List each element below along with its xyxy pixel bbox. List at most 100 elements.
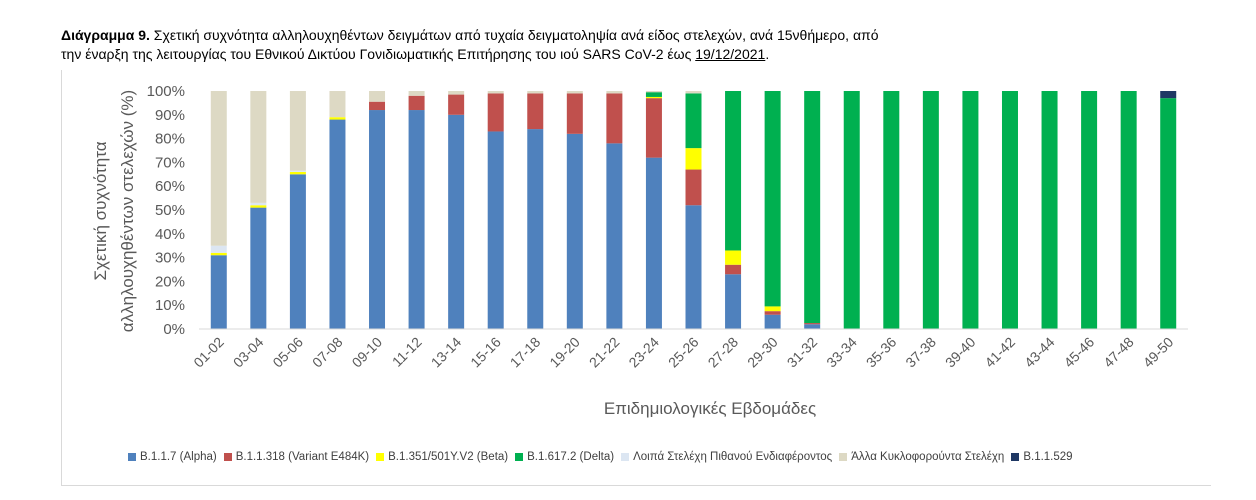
y-tick-label: 90% bbox=[155, 107, 185, 124]
bar-segment bbox=[962, 91, 979, 329]
bar-segment bbox=[408, 95, 425, 111]
bar-segment bbox=[764, 91, 781, 307]
legend-swatch bbox=[839, 453, 848, 461]
bar-segment bbox=[250, 202, 267, 206]
bar-segment bbox=[487, 91, 504, 94]
legend-swatch bbox=[515, 453, 524, 461]
bar-segment bbox=[725, 264, 742, 275]
bar-segment bbox=[250, 205, 267, 208]
bars bbox=[210, 91, 1177, 329]
bar-segment bbox=[527, 129, 544, 329]
bar-segment bbox=[487, 131, 504, 329]
bar-segment bbox=[685, 91, 702, 94]
bar-segment bbox=[764, 311, 781, 315]
legend-label: B.1.351/501Y.V2 (Beta) bbox=[388, 451, 509, 463]
bar-segment bbox=[329, 91, 346, 118]
caption-text-line2: την έναρξη της λειτουργίας του Εθνικού Δ… bbox=[61, 46, 696, 62]
chart-legend: B.1.1.7 (Alpha) B.1.1.318 (Variant E484K)… bbox=[128, 451, 1080, 463]
bar-segment bbox=[566, 91, 583, 94]
x-axis-label: Επιδημιολογικές Εβδομάδες bbox=[604, 399, 816, 418]
legend-swatch bbox=[376, 453, 385, 461]
bar-segment bbox=[566, 133, 583, 329]
bar-segment bbox=[289, 91, 306, 171]
bar-segment bbox=[369, 91, 386, 102]
legend-swatch bbox=[223, 453, 232, 461]
y-tick-label: 0% bbox=[163, 321, 185, 338]
x-tick-label: 45-46 bbox=[1061, 334, 1098, 371]
legend-label: B.1.1.529 bbox=[1023, 451, 1073, 463]
bar-segment bbox=[448, 114, 465, 329]
x-tick-label: 37-38 bbox=[902, 334, 939, 371]
legend-swatch bbox=[1011, 453, 1020, 461]
x-tick-label: 41-42 bbox=[981, 334, 1018, 371]
bar-segment bbox=[685, 169, 702, 206]
bar-segment bbox=[725, 91, 742, 251]
bar-segment bbox=[210, 255, 227, 329]
bar-segment bbox=[1160, 91, 1177, 99]
legend-item: B.1.1.529 bbox=[1011, 451, 1073, 463]
x-tick-label: 03-04 bbox=[230, 334, 267, 371]
x-tick-label: 43-44 bbox=[1021, 334, 1058, 371]
x-tick-label: 07-08 bbox=[309, 334, 346, 371]
y-tick-label: 10% bbox=[155, 297, 185, 314]
x-tick-label: 47-48 bbox=[1100, 334, 1137, 371]
bar-segment bbox=[369, 101, 386, 111]
bar-segment bbox=[764, 306, 781, 312]
x-axis-ticks: 01-02 03-04 05-06 07-08 09-10 11-12 13-14 15-16… bbox=[190, 334, 1176, 371]
legend-swatch bbox=[128, 453, 136, 461]
bar-segment bbox=[329, 119, 346, 329]
bar-segment bbox=[843, 91, 860, 329]
legend-label: B.1.617.2 (Delta) bbox=[527, 451, 615, 463]
y-tick-label: 50% bbox=[155, 202, 185, 219]
bar-segment bbox=[645, 98, 662, 158]
bar-segment bbox=[408, 110, 425, 329]
x-tick-label: 21-22 bbox=[586, 334, 623, 371]
x-tick-label: 31-32 bbox=[784, 334, 821, 371]
bar-segment bbox=[329, 117, 346, 120]
y-axis-label: Σχετική συχνότητα αλληλουχηθέντων στελεχ… bbox=[91, 90, 137, 332]
caption-date: 19/12/2021 bbox=[695, 46, 766, 62]
y-tick-label: 80% bbox=[155, 131, 185, 148]
bar-segment bbox=[210, 252, 227, 256]
caption-end: . bbox=[765, 46, 770, 62]
y-tick-label: 20% bbox=[155, 273, 185, 290]
y-tick-label: 70% bbox=[155, 154, 185, 171]
bar-segment bbox=[289, 170, 306, 172]
x-tick-label: 23-24 bbox=[625, 334, 662, 371]
x-tick-label: 25-26 bbox=[665, 334, 702, 371]
bar-segment bbox=[804, 324, 821, 329]
bar-segment bbox=[725, 250, 742, 265]
bar-segment bbox=[685, 93, 702, 149]
caption-text-line1: Σχετική συχνότητα αλληλουχηθέντων δειγμά… bbox=[149, 27, 879, 43]
bar-segment bbox=[606, 91, 623, 94]
bar-segment bbox=[1081, 91, 1098, 329]
bar-segment bbox=[527, 93, 544, 130]
y-axis-label-line2: αλληλουχηθέντων στελεχών (%) bbox=[118, 90, 137, 332]
x-tick-label: 49-50 bbox=[1140, 334, 1177, 371]
bar-segment bbox=[645, 92, 662, 97]
legend-label: Άλλα Κυκλοφορούντα Στελέχη bbox=[851, 451, 1005, 463]
bar-segment bbox=[250, 91, 267, 203]
bar-segment bbox=[606, 143, 623, 329]
y-axis-label-line1: Σχετική συχνότητα bbox=[91, 141, 110, 280]
legend-label: B.1.1.7 (Alpha) bbox=[140, 451, 217, 463]
bar-segment bbox=[210, 91, 227, 246]
bar-segment bbox=[645, 157, 662, 329]
bar-segment bbox=[685, 205, 702, 329]
bar-segment bbox=[1001, 91, 1018, 329]
bar-segment bbox=[448, 91, 465, 95]
legend-label: B.1.1.318 (Variant E484K) bbox=[235, 451, 370, 463]
legend-swatch bbox=[621, 453, 630, 461]
bar-segment bbox=[289, 171, 306, 175]
x-tick-label: 33-34 bbox=[823, 334, 860, 371]
legend-label: Λοιπά Στελέχη Πιθανού Ενδιαφέροντος bbox=[633, 451, 833, 463]
x-tick-label: 13-14 bbox=[428, 334, 465, 371]
legend-item: B.1.1.7 (Alpha) bbox=[128, 451, 217, 463]
x-tick-label: 01-02 bbox=[190, 334, 227, 371]
x-tick-label: 17-18 bbox=[507, 334, 544, 371]
y-tick-label: 40% bbox=[155, 226, 185, 243]
x-tick-label: 19-20 bbox=[546, 334, 583, 371]
bar-segment bbox=[527, 91, 544, 94]
bar-segment bbox=[487, 93, 504, 132]
y-tick-label: 60% bbox=[155, 178, 185, 195]
